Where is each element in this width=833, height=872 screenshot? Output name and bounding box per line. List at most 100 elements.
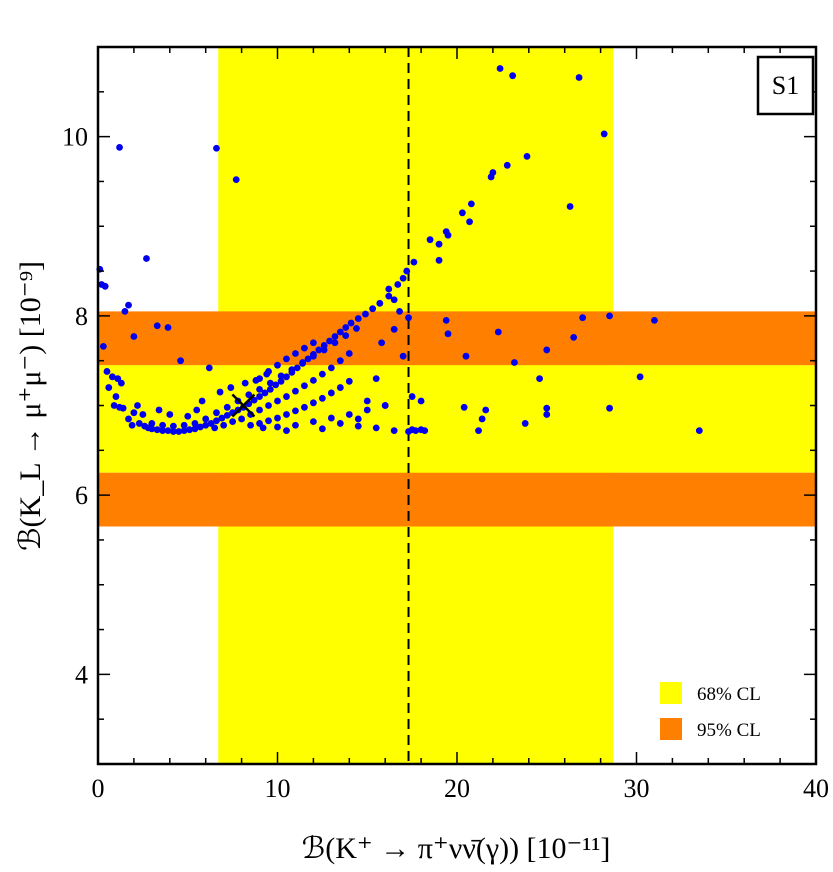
data-point: [494, 328, 502, 336]
data-point: [327, 414, 335, 422]
data-point: [288, 366, 296, 374]
data-point: [274, 414, 281, 422]
x-axis-label: ℬ(K⁺ → π⁺νν̄(γ)) [10⁻¹¹]: [302, 832, 611, 865]
data-point: [376, 299, 384, 307]
x-tick-label: 20: [444, 774, 470, 803]
data-point: [606, 312, 613, 320]
data-point: [417, 397, 425, 405]
data-point: [256, 406, 263, 414]
legend-label-95: 95% CL: [697, 720, 761, 741]
data-point: [135, 420, 143, 427]
data-point: [238, 415, 246, 423]
data-point: [301, 382, 308, 390]
x-tick-label: 10: [265, 774, 291, 803]
data-point: [164, 324, 172, 331]
data-point: [410, 258, 418, 266]
data-point: [575, 74, 583, 81]
data-point: [283, 373, 290, 381]
data-point: [353, 325, 360, 332]
data-point: [396, 307, 403, 315]
data-point: [467, 200, 475, 208]
y-tick-label: 6: [75, 481, 88, 510]
data-point: [130, 409, 138, 417]
data-point: [310, 377, 317, 384]
data-point: [318, 370, 326, 378]
data-point: [169, 422, 177, 430]
data-point: [143, 255, 150, 262]
data-point: [105, 384, 113, 391]
data-point: [310, 399, 317, 407]
data-point: [405, 314, 412, 322]
data-point: [274, 397, 281, 405]
data-point: [153, 322, 161, 330]
data-point: [363, 397, 371, 405]
data-point: [579, 314, 587, 322]
data-point: [543, 346, 551, 354]
data-point: [218, 414, 226, 422]
data-point: [166, 411, 174, 418]
legend: 68% CL 95% CL: [660, 682, 761, 741]
data-point: [241, 379, 249, 387]
data-point: [363, 406, 371, 414]
data-point: [196, 423, 204, 431]
data-point: [227, 384, 235, 391]
data-point: [342, 324, 350, 331]
data-point: [354, 415, 362, 423]
data-point: [489, 169, 497, 176]
data-point: [369, 305, 377, 313]
data-point: [412, 427, 420, 434]
data-point: [435, 240, 443, 248]
data-point: [139, 411, 147, 418]
data-point: [292, 387, 299, 395]
data-point: [293, 364, 301, 372]
data-point: [462, 352, 470, 360]
data-point: [482, 406, 490, 414]
data-point: [216, 388, 224, 396]
data-point: [223, 403, 231, 411]
data-point: [318, 394, 326, 402]
data-point: [283, 411, 290, 418]
data-point: [390, 296, 398, 304]
data-point: [213, 417, 220, 425]
data-point: [153, 426, 161, 434]
data-point: [606, 404, 613, 412]
confidence-bands: [98, 47, 816, 764]
data-point: [327, 389, 335, 397]
data-point: [444, 330, 452, 338]
data-point: [327, 364, 335, 372]
data-point: [403, 267, 411, 275]
data-point: [385, 292, 393, 300]
data-point: [247, 421, 254, 429]
data-point: [310, 339, 317, 347]
data-point: [272, 381, 280, 389]
data-point: [636, 373, 644, 381]
data-point: [301, 403, 308, 411]
data-point: [496, 65, 504, 72]
x-tick-label: 0: [92, 774, 105, 803]
data-point: [274, 361, 281, 369]
axis-ticks: 0 10 20 30 40 4 6 8 10: [62, 46, 829, 803]
data-point: [155, 406, 163, 414]
data-point: [119, 404, 127, 412]
data-point: [460, 403, 468, 411]
data-point: [354, 315, 362, 322]
data-point: [543, 404, 551, 412]
data-point: [180, 427, 188, 434]
data-point: [266, 379, 274, 387]
data-point: [259, 424, 267, 432]
legend-label-68: 68% CL: [697, 684, 761, 705]
data-point: [600, 130, 608, 138]
data-point: [223, 411, 231, 419]
y-axis-label: ℬ(K_L → μ⁺μ⁻) [10⁻⁹]: [14, 261, 47, 551]
y-tick-label: 4: [75, 660, 88, 689]
data-point: [336, 357, 344, 365]
data-point: [229, 418, 237, 426]
data-point: [426, 236, 434, 244]
data-point: [336, 384, 344, 391]
data-point: [292, 407, 299, 415]
data-point: [277, 377, 285, 385]
band-95-horizontal-0: [98, 311, 816, 366]
y-tick-label: 8: [75, 302, 88, 331]
data-point: [362, 310, 369, 318]
data-point: [283, 355, 290, 363]
